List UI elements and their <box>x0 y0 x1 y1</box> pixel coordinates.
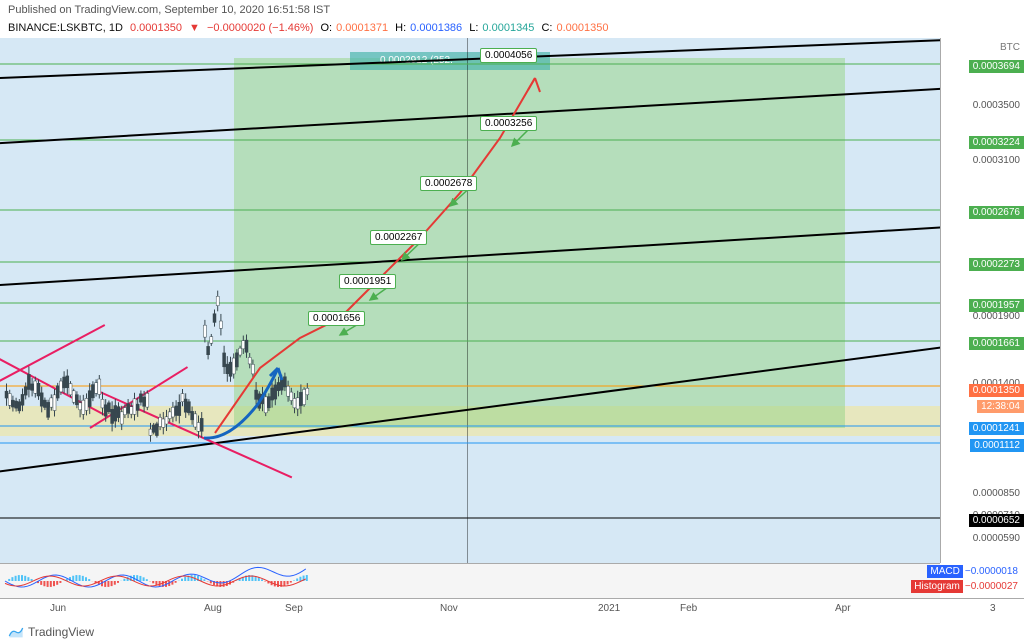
publish-header: Published on TradingView.com, September … <box>8 4 330 16</box>
diag-line <box>0 221 940 288</box>
price-badge: 0.0001957 <box>969 299 1024 312</box>
hist-badge: Histogram−0.0000027 <box>907 580 1024 593</box>
price-tick: 0.0003500 <box>973 100 1020 111</box>
macd-svg <box>0 564 940 599</box>
time-axis: Jun Aug Sep Nov 2021 Feb Apr 3 <box>0 598 1024 620</box>
hist-value: −0.0000027 <box>963 580 1020 593</box>
tradingview-logo-icon <box>8 626 24 638</box>
indicator-labels: MACD−0.0000018 Histogram−0.0000027 <box>940 563 1024 598</box>
o-value: 0.0001371 <box>336 22 388 34</box>
diag-line <box>0 38 940 80</box>
price-tick: 0.0000590 <box>973 533 1020 544</box>
time-label: 2021 <box>598 603 620 614</box>
footer-brand: TradingView <box>28 625 94 639</box>
target-label: 0.0002678 <box>420 176 477 191</box>
target-label: 0.0002267 <box>370 230 427 245</box>
price-badge: 0.0001661 <box>969 337 1024 350</box>
price-badge: 0.0003224 <box>969 136 1024 149</box>
time-label: 3 <box>990 603 996 614</box>
ticker-symbol: BINANCE:LSKBTC, 1D <box>8 22 123 34</box>
down-arrow-icon: ▼ <box>189 22 200 34</box>
target-label: 0.0004056 <box>480 48 537 63</box>
target-label: 0.0003256 <box>480 116 537 131</box>
indicator-pane <box>0 563 940 598</box>
l-value: 0.0001345 <box>482 22 534 34</box>
macd-value: −0.0000018 <box>963 565 1020 578</box>
diag-line <box>0 334 940 478</box>
price-badge: 0.0001350 <box>969 384 1024 397</box>
target-label: 0.0001951 <box>339 274 396 289</box>
macd-label: MACD <box>927 565 962 578</box>
time-label: Feb <box>680 603 697 614</box>
macd-badge: MACD−0.0000018 <box>923 565 1024 578</box>
price-badge: 0.0002273 <box>969 258 1024 271</box>
c-value: 0.0001350 <box>556 22 608 34</box>
price-badge: 0.0001241 <box>969 422 1024 435</box>
h-value: 0.0001386 <box>410 22 462 34</box>
time-label: Aug <box>204 603 222 614</box>
price-badge: 12:38:04 <box>977 400 1024 413</box>
h-label: H: <box>395 22 406 34</box>
time-label: Nov <box>440 603 458 614</box>
price-axis: BTC 0.00035000.00031000.00019000.0001400… <box>940 38 1024 563</box>
ticker-change: −0.0000020 (−1.46%) <box>207 22 313 34</box>
l-label: L: <box>469 22 478 34</box>
footer: TradingView <box>8 625 94 639</box>
ticker-row: BINANCE:LSKBTC, 1D 0.0001350 ▼ −0.000002… <box>8 22 612 34</box>
diag-line <box>0 325 105 386</box>
time-label: Sep <box>285 603 303 614</box>
price-badge: 0.0001112 <box>970 439 1024 452</box>
price-badge: 0.0000652 <box>969 514 1024 527</box>
btc-label: BTC <box>1000 42 1020 53</box>
price-tick: 0.0003100 <box>973 155 1020 166</box>
o-label: O: <box>320 22 332 34</box>
time-label: Jun <box>50 603 66 614</box>
chart-svg <box>0 38 940 563</box>
red-arrow-head-icon <box>528 78 540 92</box>
hist-label: Histogram <box>911 580 963 593</box>
price-badge: 0.0003694 <box>969 60 1024 73</box>
price-badge: 0.0002676 <box>969 206 1024 219</box>
target-label: 0.0001656 <box>308 311 365 326</box>
price-tick: 0.0000850 <box>973 488 1020 499</box>
diag-line <box>0 83 940 146</box>
ticker-price: 0.0001350 <box>130 22 182 34</box>
price-tick: 0.0001900 <box>973 311 1020 322</box>
c-label: C: <box>541 22 552 34</box>
chart-area[interactable]: 0.0002912 (252. 0.00040560.00032560.0002… <box>0 38 940 563</box>
time-label: Apr <box>835 603 851 614</box>
